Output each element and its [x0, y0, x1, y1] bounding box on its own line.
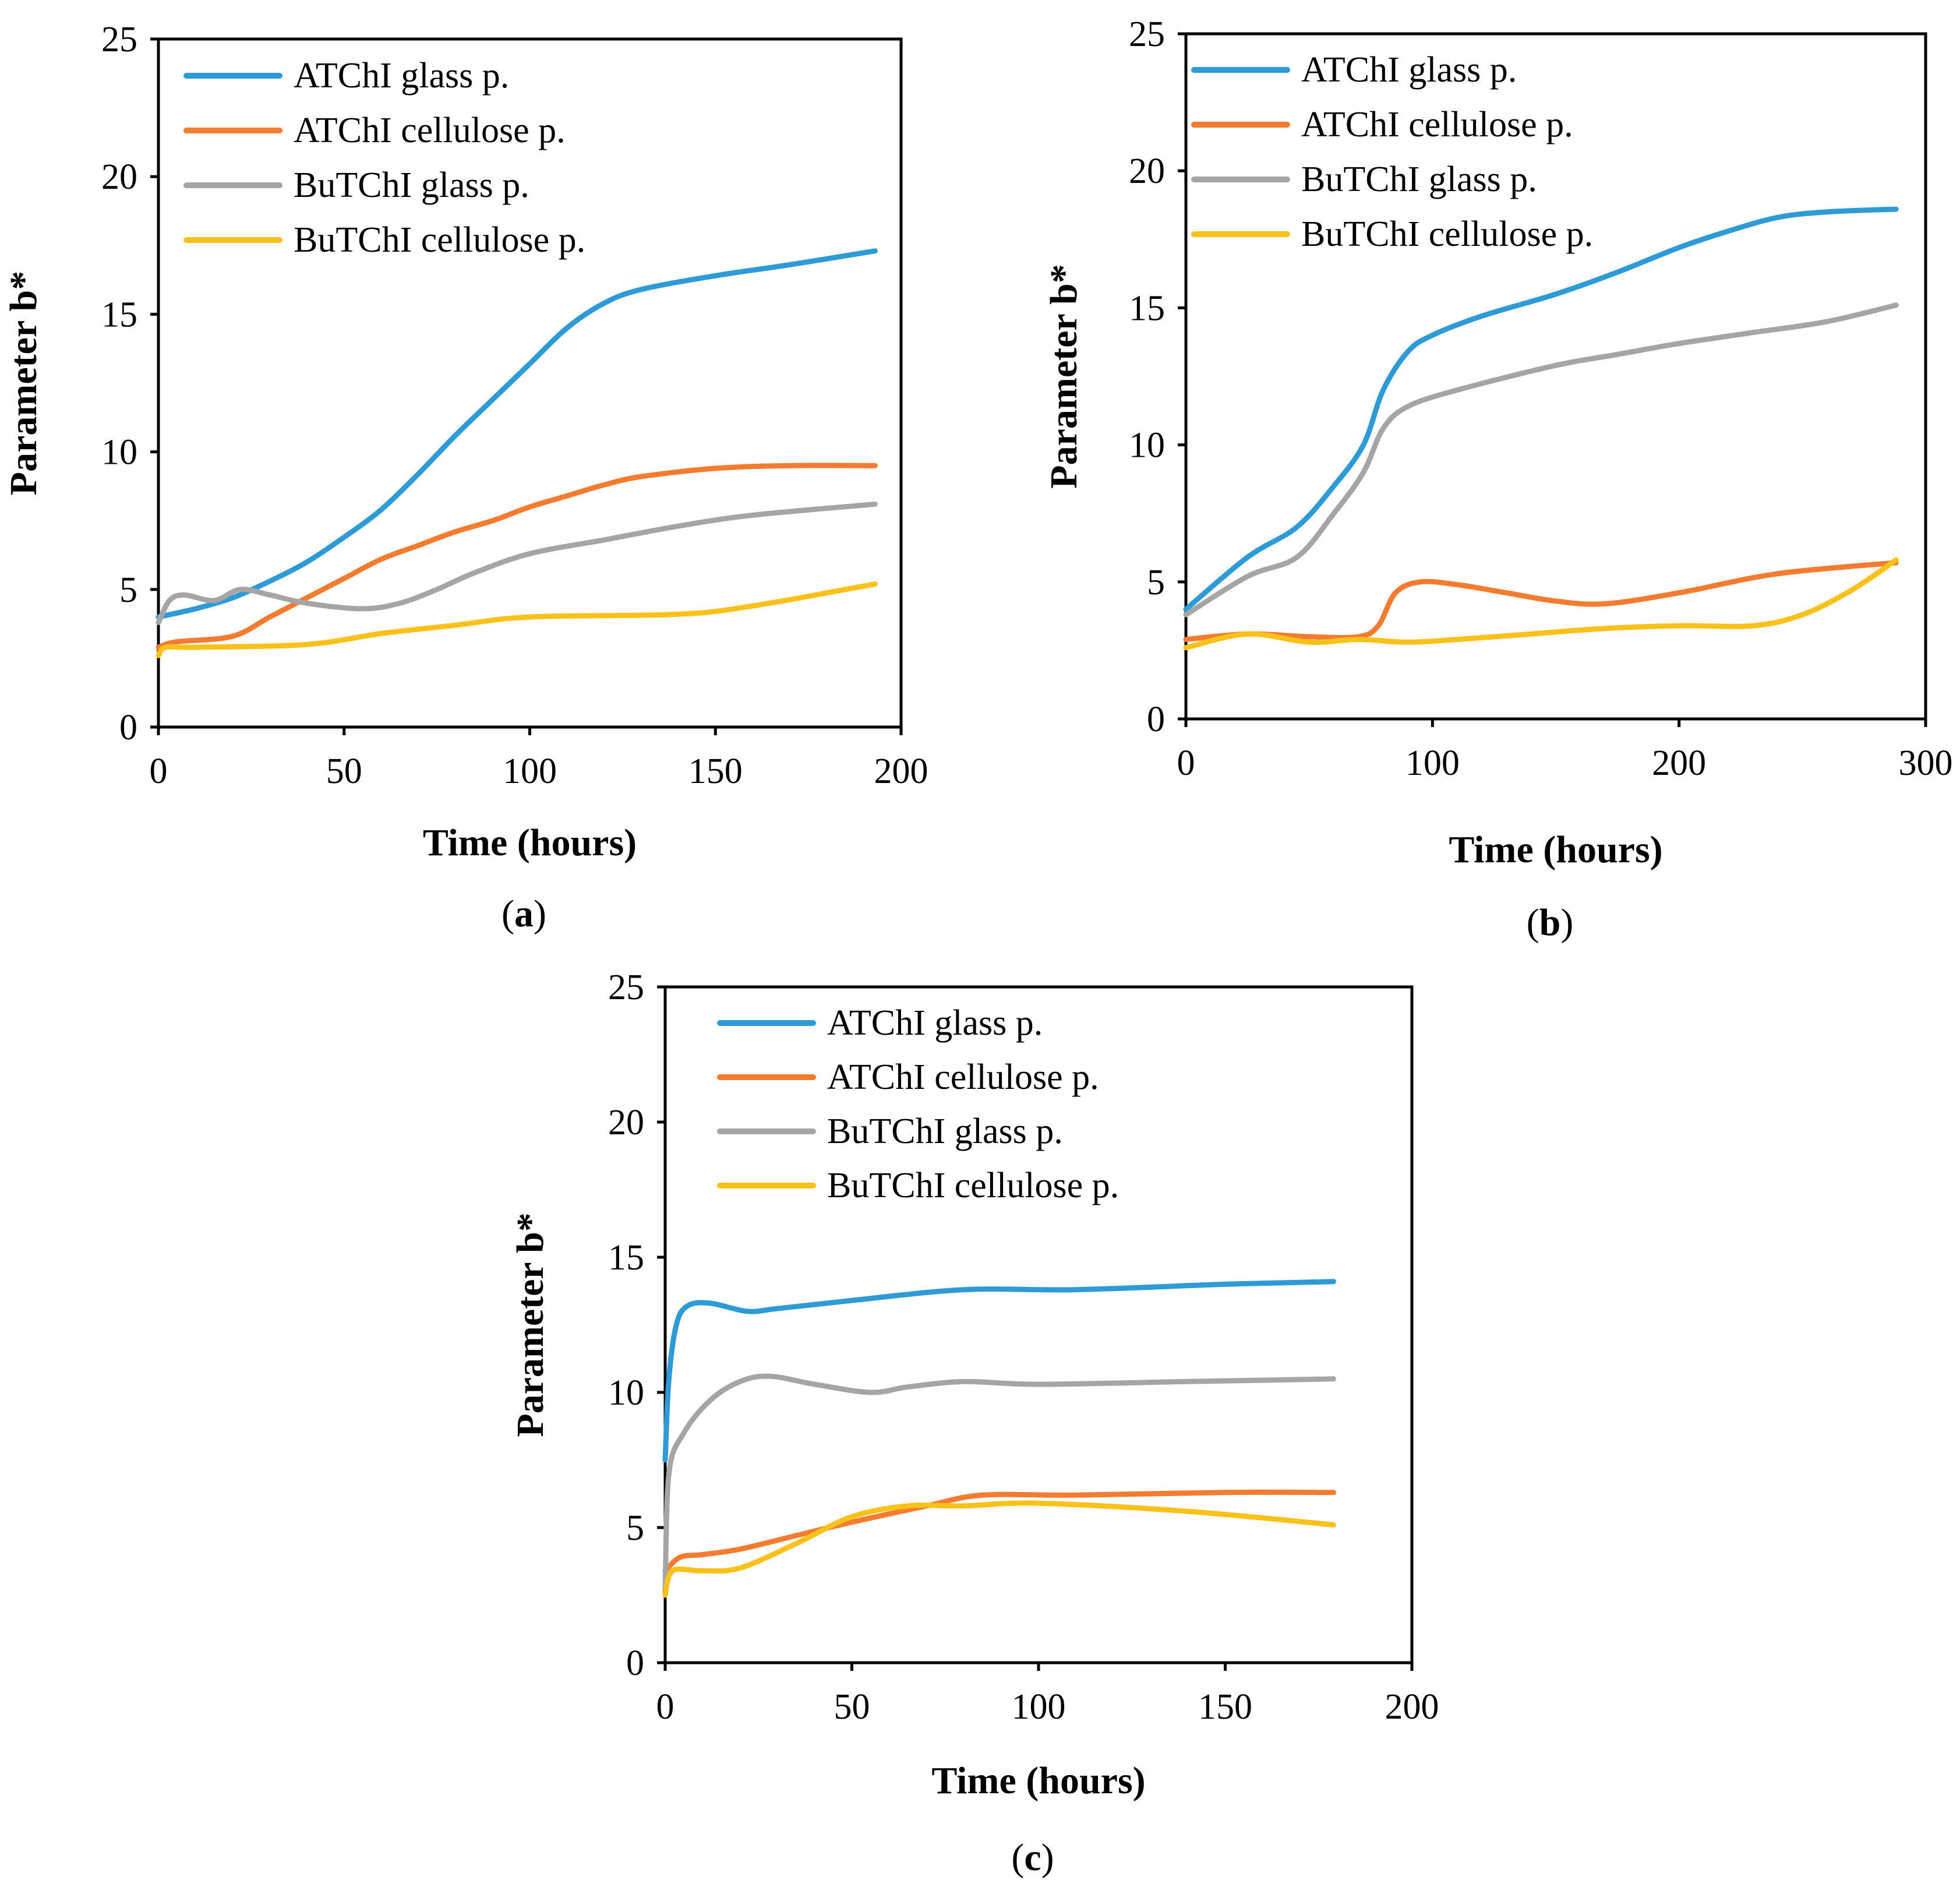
y-tick-label: 15 [608, 1238, 644, 1278]
legend-label: BuTChI cellulose p. [827, 1166, 1119, 1205]
panel-caption: (b) [1527, 901, 1574, 944]
series-line-atchi-cellulose [156, 463, 878, 650]
y-tick-label: 25 [608, 968, 644, 1007]
chart-panel-c: 0 5 10 15 20 25 0 50 100 150 200 Time (hours) Parame… [509, 968, 1439, 1879]
x-tick-label: 200 [1385, 1687, 1439, 1727]
x-tick-label: 0 [1177, 743, 1195, 783]
series-line-atchi-cellulose [662, 1489, 1336, 1574]
y-tick-label: 10 [101, 433, 137, 472]
plot-frame [1184, 32, 1927, 721]
series-line-butchi-cellulose [1183, 557, 1899, 651]
x-tick-label: 100 [503, 752, 557, 791]
x-tick-label: 0 [656, 1687, 674, 1727]
x-axis-label: Time (hours) [1449, 828, 1662, 871]
x-tick-label: 300 [1899, 743, 1953, 783]
panel-caption: (a) [502, 893, 546, 935]
x-tick-label: 150 [1198, 1687, 1252, 1727]
y-tick-label: 20 [1129, 151, 1165, 191]
y-tick-label: 15 [1129, 288, 1165, 328]
series-line-butchi-glass [662, 1373, 1336, 1595]
y-axis-label: Parameter b* [2, 271, 45, 495]
x-tick-label: 200 [1652, 743, 1706, 783]
y-tick-label: 25 [101, 20, 137, 59]
y-tick-label: 5 [1147, 563, 1165, 602]
x-tick-label: 200 [874, 752, 928, 791]
panel-caption: (c) [1011, 1836, 1054, 1879]
series-line-butchi-glass [156, 501, 878, 625]
y-axis-label: Parameter b* [509, 1212, 552, 1437]
x-tick-label: 150 [688, 752, 743, 791]
chart-panel-a: 0 5 10 15 20 25 0 50 100 150 200 Time (hours) Parame… [2, 20, 928, 935]
x-tick-label: 100 [1405, 743, 1460, 783]
series-line-butchi-cellulose [156, 581, 878, 658]
y-axis-label: Parameter b* [1043, 264, 1085, 488]
legend-label: BuTChI glass p. [294, 165, 529, 205]
legend-label: ATChI glass p. [1301, 50, 1517, 90]
legend-label: ATChI cellulose p. [294, 111, 566, 150]
series-line-atchi-glass [156, 248, 878, 620]
y-tick-label: 10 [1129, 426, 1165, 465]
y-tick-label: 10 [608, 1373, 644, 1413]
y-tick-label: 15 [101, 295, 137, 334]
series-line-atchi-glass [662, 1279, 1336, 1463]
legend-label: ATChI cellulose p. [827, 1057, 1099, 1097]
legend-label: BuTChI cellulose p. [294, 220, 585, 260]
y-tick-label: 25 [1129, 15, 1165, 54]
y-tick-label: 0 [119, 708, 137, 747]
y-tick-label: 20 [101, 157, 137, 197]
y-tick-label: 5 [119, 570, 137, 610]
legend-label: ATChI glass p. [827, 1003, 1043, 1043]
legend-label: BuTChI glass p. [827, 1112, 1063, 1151]
y-tick-label: 0 [626, 1643, 644, 1683]
legend-label: ATChI cellulose p. [1301, 105, 1573, 144]
series-line-atchi-cellulose [1183, 560, 1899, 643]
chart-panel-b: 0 5 10 15 20 25 0 100 200 300 Time (hours) Paramete… [1043, 15, 1953, 944]
x-axis-label: Time (hours) [423, 821, 637, 864]
y-tick-label: 0 [1147, 700, 1165, 739]
x-tick-label: 100 [1012, 1687, 1066, 1727]
y-tick-label: 5 [626, 1508, 644, 1548]
series-line-butchi-glass [1183, 302, 1899, 618]
x-tick-label: 50 [326, 752, 362, 791]
legend-label: ATChI glass p. [294, 56, 509, 96]
series-line-butchi-cellulose [662, 1500, 1336, 1598]
series-line-atchi-glass [1183, 206, 1899, 612]
legend-label: BuTChI cellulose p. [1301, 214, 1593, 254]
y-tick-label: 20 [608, 1103, 644, 1142]
x-axis-label: Time (hours) [931, 1759, 1145, 1802]
x-tick-label: 50 [834, 1687, 870, 1727]
x-tick-label: 0 [150, 752, 168, 791]
legend-label: BuTChI glass p. [1301, 160, 1537, 199]
